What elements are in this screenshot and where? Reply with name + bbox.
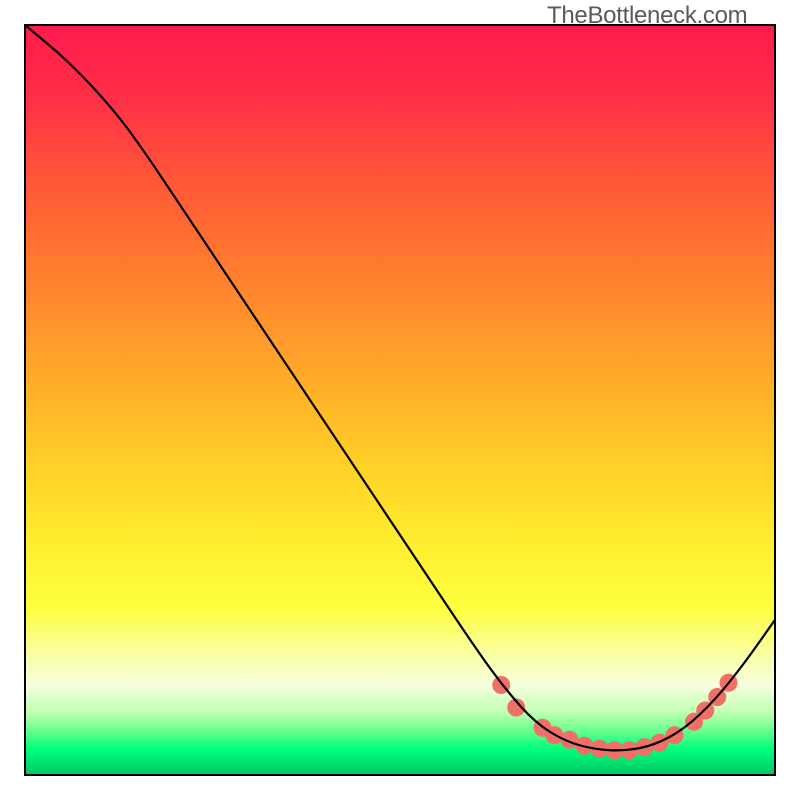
chart-background (25, 25, 775, 775)
bottleneck-chart (0, 0, 800, 800)
chart-container: TheBottleneck.com (0, 0, 800, 800)
watermark-text: TheBottleneck.com (547, 2, 747, 30)
